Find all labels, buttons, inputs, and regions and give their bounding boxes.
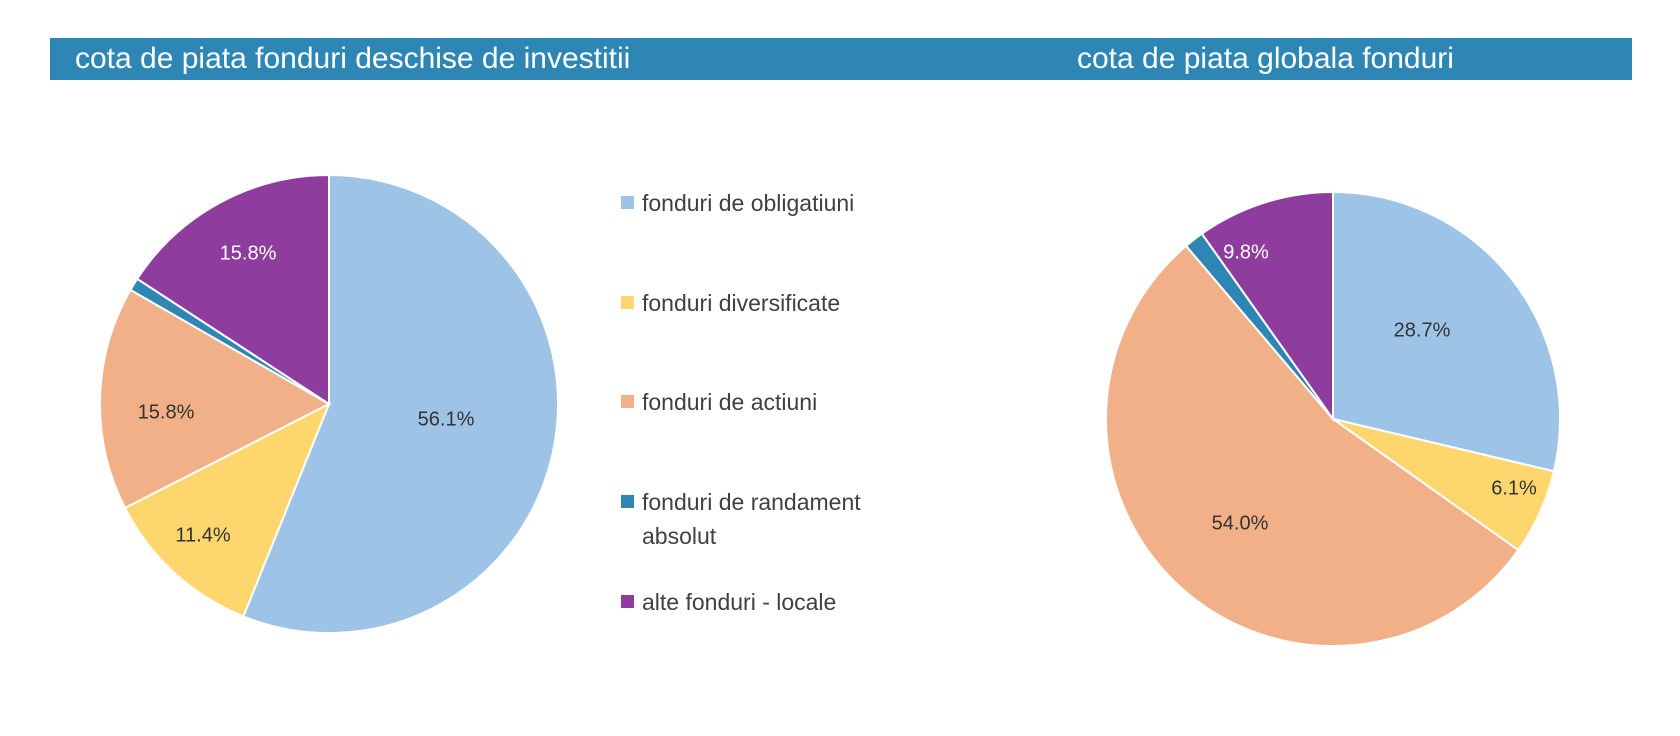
legend-item-actiuni: fonduri de actiuni [621,385,921,419]
legend-label: alte fonduri - locale [642,589,837,615]
pie-slice-fonduri-de-actiuni [1105,244,1520,647]
data-label-fonduri-de-actiuni: 54.0% [1212,512,1269,534]
pie-slice-alte-fonduri-locale [1200,190,1334,423]
legend: fonduri de obligatiuni fonduri diversifi… [621,186,921,616]
data-label-fonduri-diversificate: 6.1% [1491,477,1537,499]
pie-slice-fonduri-de-actiuni [99,288,332,510]
data-label-alte-fonduri-locale: 15.8% [220,242,277,264]
data-label-fonduri-diversificate: 11.4% [175,524,230,546]
legend-item-alte-fonduri: alte fonduri - locale [621,585,921,619]
legend-label: fonduri de randament absolut [642,489,861,549]
legend-swatch [621,196,634,209]
legend-label: fonduri diversificate [642,290,841,316]
data-label-alte-fonduri-locale: 9.8% [1223,241,1269,263]
data-label-fonduri-de-obligatiuni: 28.7% [1394,319,1451,341]
pie-slice-fonduri-de-obligatiuni [1332,190,1561,473]
pie-slice-fonduri-de-obligatiuni [242,173,560,634]
chart-title-left: cota de piata fonduri deschise de invest… [75,42,631,75]
legend-swatch [621,595,634,608]
legend-label: fonduri de obligatiuni [642,190,855,216]
legend-swatch [621,296,634,309]
data-label-fonduri-de-obligatiuni: 56.1% [418,408,475,430]
pie-chart-right: 28.7% 6.1% 54.0% 9.8% [1105,190,1561,647]
pie-chart-left: 56.1% 11.4% 15.8% 15.8% [99,173,560,634]
legend-item-diversificate: fonduri diversificate [621,286,921,320]
pie-slice-fonduri-diversificate [123,401,331,618]
chart-title-right: cota de piata globala fonduri [1077,42,1454,75]
legend-label: fonduri de actiuni [642,389,818,415]
data-label-fonduri-de-actiuni: 15.8% [138,401,195,423]
legend-swatch [621,495,634,508]
pie-slice-alte-fonduri-locale [135,173,330,406]
title-bar: cota de piata fonduri deschise de invest… [50,38,1632,80]
legend-item-obligatiuni: fonduri de obligatiuni [621,186,921,220]
legend-item-randament-absolut: fonduri de randament absolut [621,485,921,553]
legend-swatch [621,395,634,408]
